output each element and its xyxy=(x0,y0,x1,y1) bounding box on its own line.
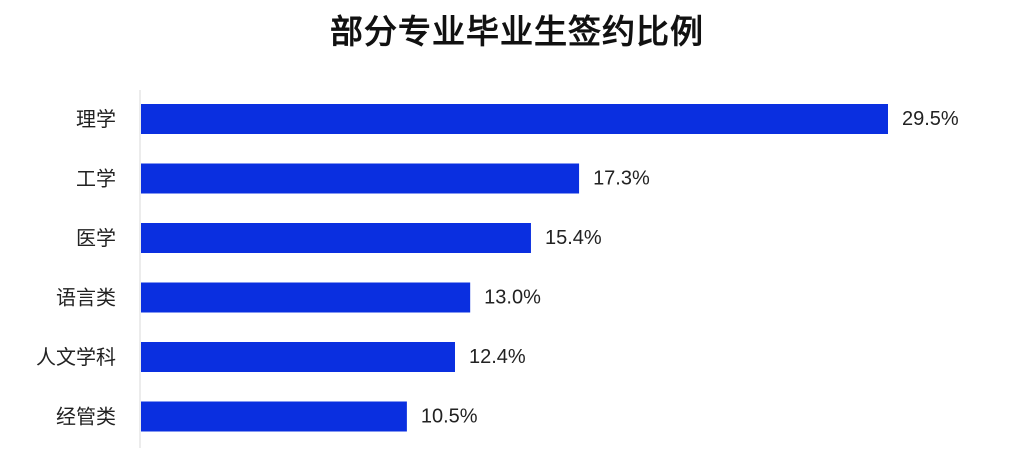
value-label-3: 15.4% xyxy=(545,227,602,249)
bars-group xyxy=(141,104,888,432)
category-label-6: 经管类 xyxy=(56,405,116,429)
bar-4 xyxy=(141,282,471,313)
category-label-1: 理学 xyxy=(76,107,116,131)
bar-3 xyxy=(141,223,531,253)
value-label-6: 10.5% xyxy=(421,406,478,428)
chart-title: 部分专业毕业生签约比例 xyxy=(330,12,704,51)
category-label-5: 人文学科 xyxy=(36,345,116,369)
bar-1 xyxy=(141,104,888,134)
value-label-2: 17.3% xyxy=(593,168,650,190)
value-label-5: 12.4% xyxy=(469,346,526,368)
category-label-4: 语言类 xyxy=(56,286,116,310)
category-label-2: 工学 xyxy=(76,167,116,191)
bar-5 xyxy=(141,342,455,372)
value-label-4: 13.0% xyxy=(484,287,541,309)
value-label-1: 29.5% xyxy=(902,108,959,130)
category-label-3: 医学 xyxy=(76,226,116,250)
bar-2 xyxy=(141,163,580,194)
bar-6 xyxy=(141,401,407,432)
value-labels-group: 29.5% 17.3% 15.4% 13.0% 12.4% 10.5% xyxy=(421,108,959,428)
